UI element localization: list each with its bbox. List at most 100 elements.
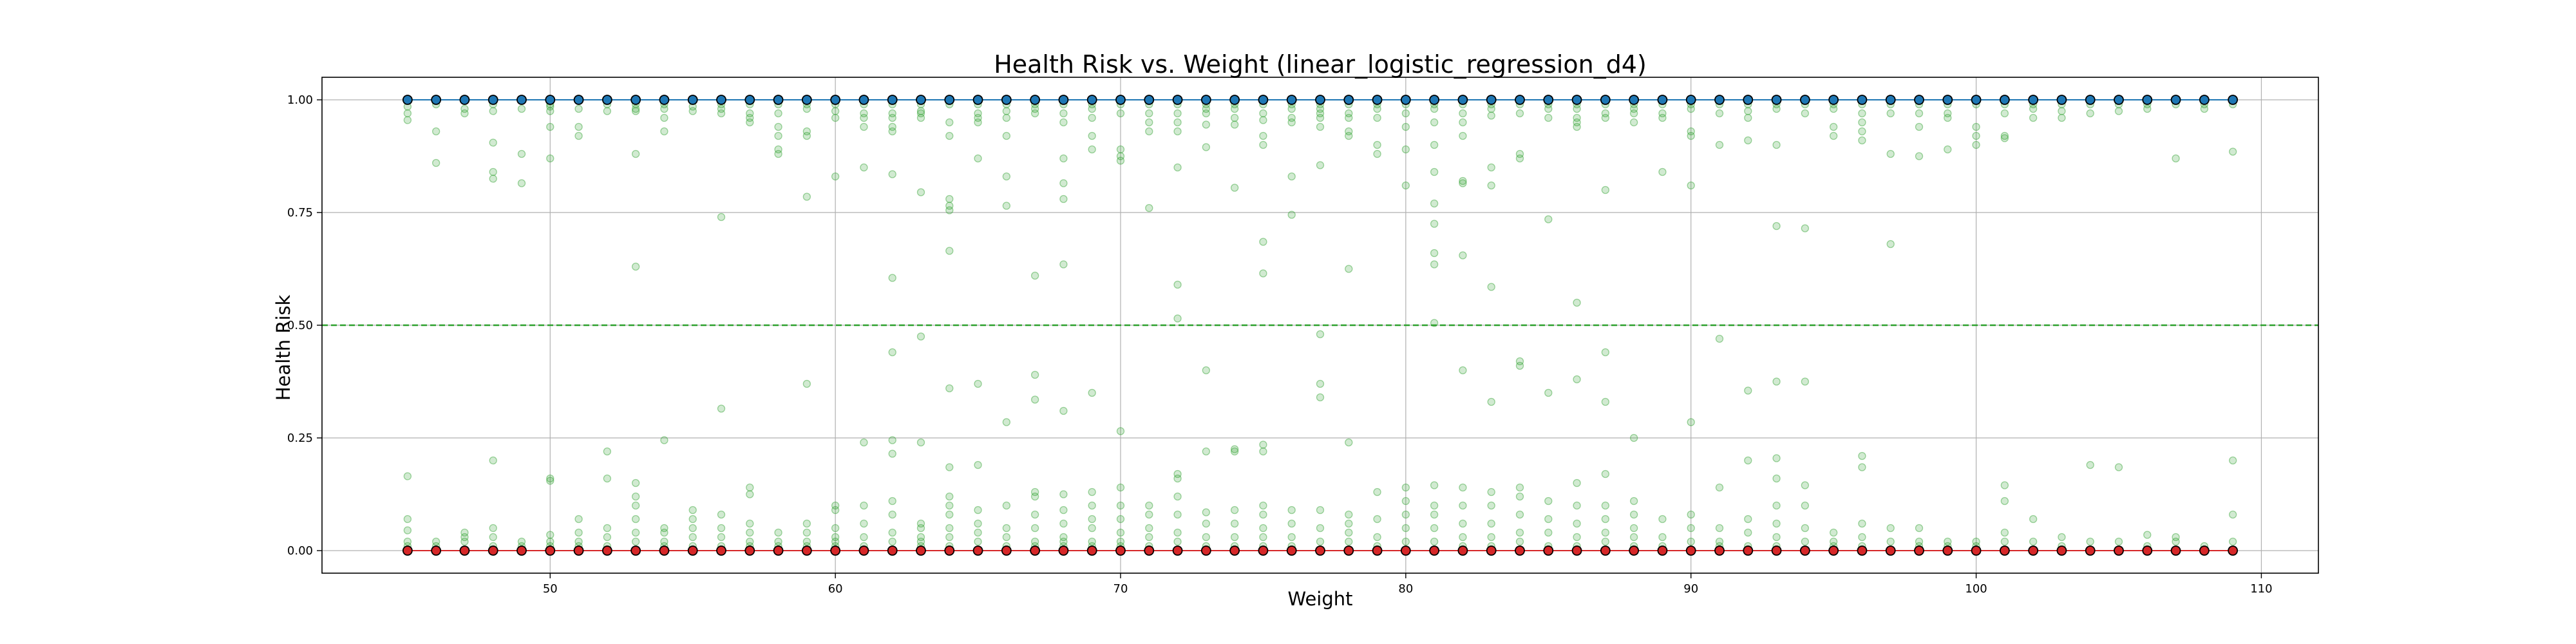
prediction-point <box>1002 418 1011 426</box>
prediction-point <box>746 109 754 118</box>
prediction-point <box>1002 172 1011 181</box>
actual-points <box>402 95 2239 556</box>
prediction-point <box>1030 524 1039 533</box>
actual-low-point <box>1600 545 1611 556</box>
prediction-point <box>1345 113 1353 122</box>
prediction-point <box>1487 163 1495 172</box>
prediction-point <box>1145 524 1153 533</box>
actual-high-point <box>1030 95 1041 105</box>
prediction-point <box>1687 131 1695 140</box>
prediction-point <box>631 501 640 510</box>
actual-high-point <box>1771 95 1782 105</box>
prediction-point <box>1230 445 1239 453</box>
prediction-point <box>1430 199 1439 208</box>
prediction-point <box>2000 481 2009 489</box>
prediction-point <box>1858 109 1866 118</box>
prediction-point <box>1202 120 1211 129</box>
actual-high-point <box>1286 95 1297 105</box>
prediction-point <box>489 138 497 147</box>
prediction-point <box>2029 515 2038 524</box>
actual-high-point <box>1229 95 1240 105</box>
actual-low-point <box>1372 545 1383 556</box>
prediction-point <box>860 163 868 172</box>
prediction-point <box>1259 109 1267 118</box>
prediction-point <box>1430 104 1439 113</box>
prediction-point <box>1088 145 1096 154</box>
prediction-point <box>1459 501 1467 510</box>
prediction-point <box>1459 483 1467 492</box>
prediction-point <box>916 113 925 122</box>
x-tick-label: 100 <box>1965 582 1987 596</box>
actual-low-point <box>1144 545 1155 556</box>
prediction-point <box>1259 269 1267 278</box>
prediction-point <box>631 515 640 524</box>
prediction-point <box>746 483 754 492</box>
prediction-point <box>860 438 868 447</box>
prediction-point <box>1430 481 1439 489</box>
prediction-point <box>546 154 554 163</box>
prediction-point <box>574 131 583 140</box>
prediction-point <box>1145 204 1153 213</box>
actual-high-point <box>1657 95 1668 105</box>
prediction-point <box>1401 145 1410 154</box>
prediction-point <box>860 533 868 542</box>
prediction-point <box>1972 537 1980 546</box>
prediction-point <box>631 149 640 158</box>
prediction-point <box>1601 515 1610 524</box>
prediction-point <box>403 515 412 524</box>
prediction-point <box>1030 109 1039 118</box>
actual-low-point <box>2085 545 2096 556</box>
prediction-point <box>1316 104 1325 113</box>
prediction-point <box>1059 533 1068 542</box>
y-tick-label: 0.50 <box>287 319 313 332</box>
actual-high-point <box>2056 95 2067 105</box>
prediction-point <box>1345 438 1353 447</box>
prediction-point <box>1944 113 1952 122</box>
prediction-point <box>1601 348 1610 357</box>
prediction-point <box>1459 118 1467 127</box>
prediction-point <box>1687 537 1695 546</box>
prediction-point <box>1601 109 1610 118</box>
prediction-point <box>831 537 840 546</box>
prediction-point <box>1059 179 1068 187</box>
prediction-point <box>717 213 726 222</box>
prediction-point <box>2228 456 2237 465</box>
prediction-point <box>1287 519 1296 528</box>
prediction-point <box>1573 519 1581 528</box>
prediction-point <box>888 127 896 136</box>
prediction-point <box>1687 524 1695 533</box>
prediction-point <box>2000 497 2009 506</box>
actual-low-point <box>1058 545 1069 556</box>
prediction-point <box>1629 118 1638 127</box>
prediction-point <box>660 528 668 537</box>
prediction-point <box>1430 319 1439 327</box>
actual-low-point <box>431 545 442 556</box>
prediction-point <box>546 531 554 539</box>
prediction-point <box>888 109 896 118</box>
actual-high-point <box>2085 95 2096 105</box>
prediction-point <box>1259 501 1267 510</box>
prediction-point <box>1002 533 1011 542</box>
prediction-point <box>945 463 954 471</box>
prediction-point <box>2058 107 2066 115</box>
prediction-point <box>746 118 754 127</box>
prediction-point <box>688 506 697 515</box>
prediction-point <box>974 519 982 528</box>
prediction-point <box>1059 118 1068 127</box>
prediction-point <box>1202 109 1211 118</box>
prediction-point <box>945 131 954 140</box>
prediction-point <box>2172 533 2180 542</box>
prediction-point <box>2029 113 2038 122</box>
prediction-point <box>1287 172 1296 181</box>
prediction-point <box>860 109 868 118</box>
prediction-point <box>888 436 896 444</box>
prediction-point <box>1287 506 1296 515</box>
actual-high-point <box>1515 95 1525 105</box>
prediction-point <box>1629 104 1638 113</box>
prediction-point <box>1430 220 1439 228</box>
prediction-point <box>974 113 982 122</box>
prediction-point <box>1487 104 1495 113</box>
actual-high-point <box>773 95 784 105</box>
prediction-point <box>1972 140 1980 149</box>
prediction-point <box>1430 501 1439 510</box>
